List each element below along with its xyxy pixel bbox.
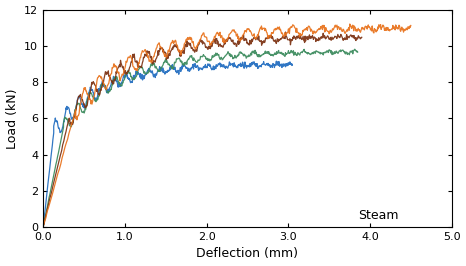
X-axis label: Deflection (mm): Deflection (mm) [196, 247, 298, 260]
Text: Steam: Steam [358, 210, 398, 222]
Y-axis label: Load (kN): Load (kN) [6, 88, 19, 148]
